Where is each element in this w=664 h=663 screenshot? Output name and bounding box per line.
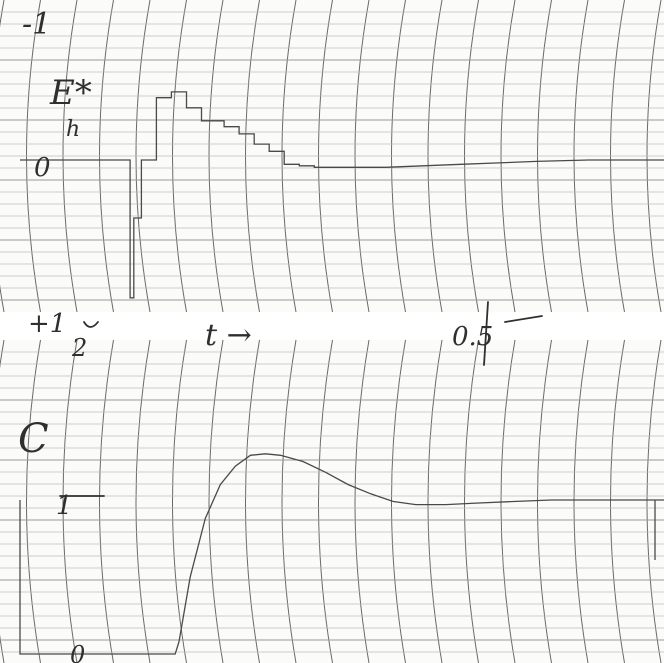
bottom-one-label: 1 [56,491,73,521]
handwritten-labels: -1 E* h 0 +1 2 t → 0.5 C 1 0 [18,7,493,663]
grid-vertical-line [318,339,333,663]
panel-separator [0,312,664,340]
top-y-axis-label: E* [49,73,92,113]
bottom-zero-label: 0 [70,641,85,663]
bottom-y-axis-label: C [18,416,49,462]
curl-mark [83,321,99,328]
grid-vertical-line [573,339,589,663]
tick-two-label: 2 [71,334,87,362]
grid-vertical-line [354,339,370,663]
grid-vertical-line [62,339,78,663]
grid-vertical-line [208,339,224,663]
top-zero-label: 0 [34,153,51,183]
half-second-arrow-stroke [504,315,543,323]
time-axis-label: t → [205,318,252,353]
grid-vertical-line [281,339,297,663]
grid-vertical-line [172,339,187,663]
grid-vertical-line [646,339,662,663]
grid-vertical-line [135,339,151,663]
top-y-axis-subscript: h [66,117,80,142]
traces [19,91,664,655]
grid-vertical-line [610,339,625,663]
grid-vertical-line [245,339,260,663]
top-plus-one-label: +1 [28,309,66,339]
grid-vertical-line [464,339,479,663]
grid-vertical-line [26,339,41,663]
bottom-panel-paper [0,340,664,663]
top-minus-one-label: -1 [22,7,51,42]
top-error-trace [100,91,664,299]
grid-vertical-line [99,339,114,663]
grid-vertical-line [427,339,443,663]
pen-strokes [59,301,543,497]
bottom-panel-grid [0,339,664,663]
bottom-response-trace [100,453,664,655]
top-panel-grid [0,0,664,313]
grid-vertical-line [537,339,552,663]
bottom-baseline-lead [19,500,100,655]
half-second-tick-stroke [483,301,489,366]
